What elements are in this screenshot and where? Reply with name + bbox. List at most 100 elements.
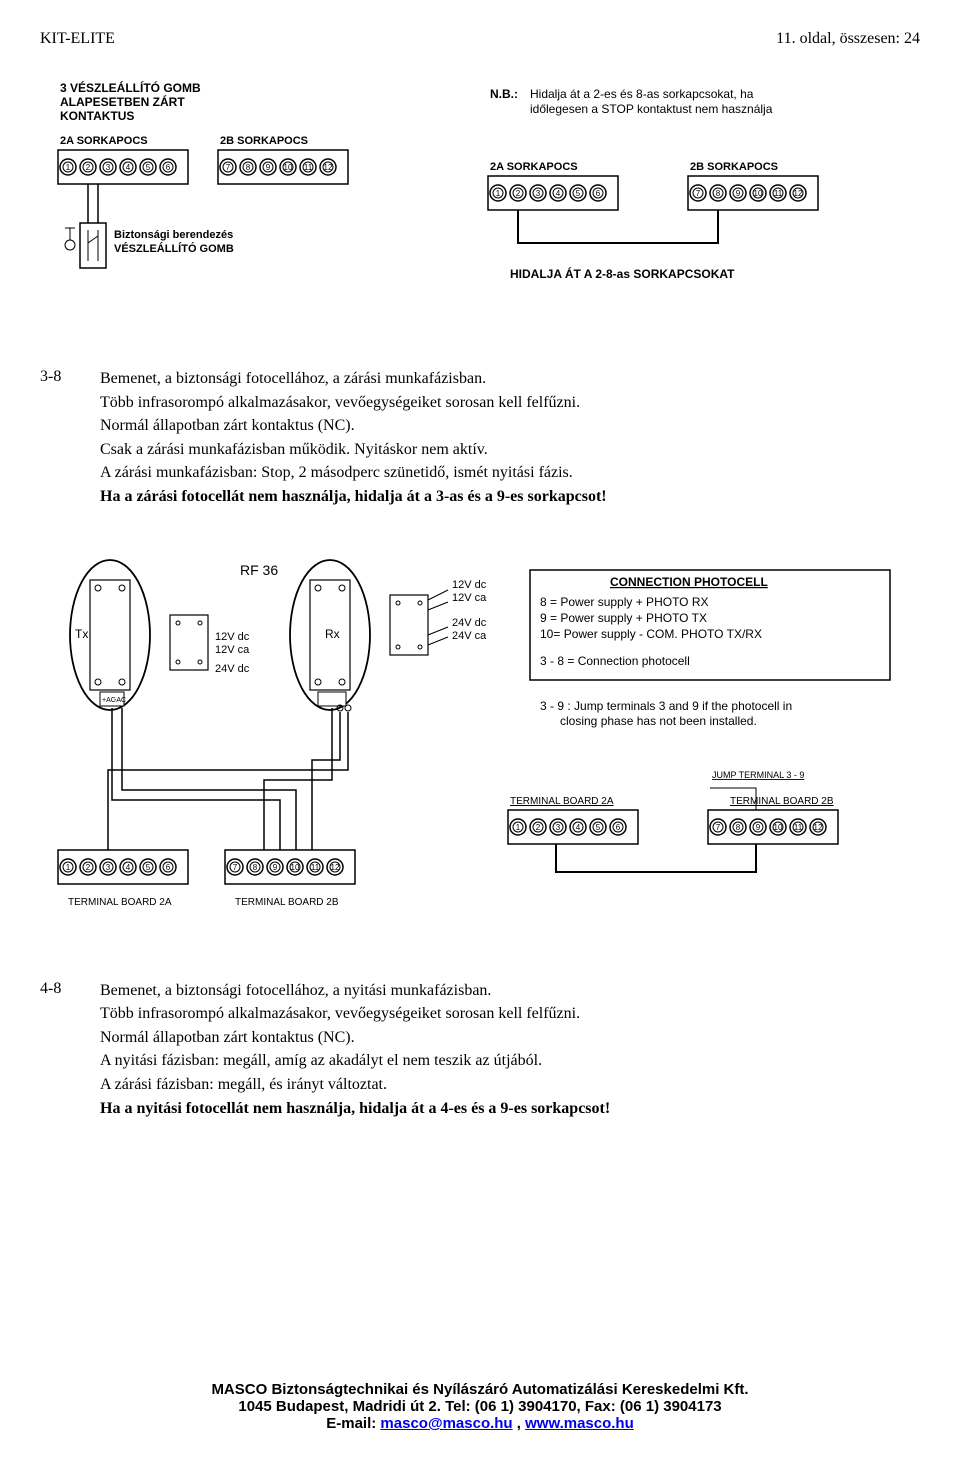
d1-rblock-2a: 1 2 3 4 5 6 bbox=[488, 176, 618, 210]
d1-nb-1: Hidalja át a 2-es és 8-as sorkapcsokat, … bbox=[530, 87, 754, 101]
svg-text:11: 11 bbox=[794, 823, 803, 832]
section-num-38: 3-8 bbox=[40, 368, 100, 510]
svg-text:7: 7 bbox=[716, 823, 721, 832]
d2-box-title: CONNECTION PHOTOCELL bbox=[610, 575, 768, 589]
svg-text:12V dc: 12V dc bbox=[215, 631, 250, 643]
svg-text:4: 4 bbox=[556, 189, 561, 198]
svg-text:5: 5 bbox=[576, 189, 581, 198]
svg-text:TERMINAL BOARD 2B: TERMINAL BOARD 2B bbox=[730, 796, 834, 807]
footer-l1: MASCO Biztonságtechnikai és Nyílászáró A… bbox=[40, 1381, 920, 1398]
svg-text:12: 12 bbox=[794, 189, 803, 198]
svg-text:1: 1 bbox=[496, 189, 501, 198]
svg-text:12: 12 bbox=[814, 823, 823, 832]
footer-web-link[interactable]: www.masco.hu bbox=[525, 1415, 634, 1432]
svg-text:1: 1 bbox=[516, 823, 521, 832]
svg-text:24V dc: 24V dc bbox=[452, 617, 487, 629]
svg-text:JUMP TERMINAL 3 - 9: JUMP TERMINAL 3 - 9 bbox=[712, 770, 804, 780]
svg-text:5: 5 bbox=[596, 823, 601, 832]
s48-p2: Több infrasorompó alkalmazásakor, vevőeg… bbox=[100, 1003, 610, 1025]
svg-text:8: 8 bbox=[736, 823, 741, 832]
svg-text:6: 6 bbox=[166, 163, 171, 172]
d1-title-2: ALAPESETBEN ZÁRT bbox=[60, 94, 185, 109]
svg-text:3 - 9 : Jump terminals 3 and 9: 3 - 9 : Jump terminals 3 and 9 if the ph… bbox=[540, 699, 792, 713]
svg-text:9: 9 bbox=[736, 189, 741, 198]
s38-p3: Normál állapotban zárt kontaktus (NC). bbox=[100, 415, 607, 437]
d2-rx: Rx bbox=[325, 627, 340, 641]
svg-text:10: 10 bbox=[291, 863, 300, 872]
svg-text:12V ca: 12V ca bbox=[452, 592, 487, 604]
s38-p2: Több infrasorompó alkalmazásakor, vevőeg… bbox=[100, 392, 607, 414]
svg-text:1: 1 bbox=[66, 863, 71, 872]
diagram-stop-contact: 3 VÉSZLEÁLLÍTÓ GOMB ALAPESETBEN ZÁRT KON… bbox=[50, 78, 910, 328]
svg-text:11: 11 bbox=[311, 863, 320, 872]
d1-nb-prefix: N.B.: bbox=[490, 87, 518, 101]
section-4-8: 4-8 Bemenet, a biztonsági fotocellához, … bbox=[40, 980, 920, 1122]
d1-title-1: 3 VÉSZLEÁLLÍTÓ GOMB bbox=[60, 80, 201, 95]
svg-text:8: 8 bbox=[716, 189, 721, 198]
diagram-photocell: Tx +AC -AC 12V dc 12V ca 24V dc RF 36 Rx… bbox=[50, 540, 910, 940]
svg-text:24V ca: 24V ca bbox=[452, 630, 487, 642]
svg-text:9: 9 bbox=[756, 823, 761, 832]
d1-r2a: 2A SORKAPOCS bbox=[490, 161, 578, 173]
svg-text:2: 2 bbox=[86, 863, 91, 872]
svg-text:11: 11 bbox=[304, 163, 313, 172]
section-num-48: 4-8 bbox=[40, 980, 100, 1122]
s38-p1: Bemenet, a biztonsági fotocellához, a zá… bbox=[100, 368, 607, 390]
svg-text:10: 10 bbox=[754, 189, 763, 198]
svg-text:TERMINAL BOARD 2B: TERMINAL BOARD 2B bbox=[235, 897, 339, 908]
svg-text:9: 9 bbox=[273, 863, 278, 872]
svg-text:10= Power supply - COM. PHO: 10= Power supply - COM. PHOTO TX/RX bbox=[540, 627, 762, 641]
svg-text:11: 11 bbox=[774, 189, 783, 198]
svg-text:closing phase has not been ins: closing phase has not been installed. bbox=[560, 714, 757, 728]
footer-email-link[interactable]: masco@masco.hu bbox=[380, 1415, 512, 1432]
header-right: 11. oldal, összesen: 24 bbox=[776, 30, 920, 48]
svg-text:5: 5 bbox=[146, 163, 151, 172]
svg-text:12: 12 bbox=[324, 163, 333, 172]
d1-device-2: VÉSZLEÁLLÍTÓ GOMB bbox=[114, 242, 234, 255]
s48-p4: A nyitási fázisban: megáll, amíg az akad… bbox=[100, 1050, 610, 1072]
d1-rblock-2b: 789101112 bbox=[688, 176, 818, 210]
svg-text:12V ca: 12V ca bbox=[215, 644, 250, 656]
page-header: KIT-ELITE 11. oldal, összesen: 24 bbox=[40, 30, 920, 48]
svg-text:6: 6 bbox=[166, 863, 171, 872]
svg-text:1: 1 bbox=[66, 163, 71, 172]
svg-text:9: 9 bbox=[266, 163, 271, 172]
svg-text:10: 10 bbox=[774, 823, 783, 832]
svg-text:8: 8 bbox=[246, 163, 251, 172]
svg-text:3: 3 bbox=[536, 189, 541, 198]
section-3-8: 3-8 Bemenet, a biztonsági fotocellához, … bbox=[40, 368, 920, 510]
svg-text:12V dc: 12V dc bbox=[452, 579, 487, 591]
svg-text:12: 12 bbox=[331, 863, 340, 872]
svg-text:3: 3 bbox=[106, 163, 111, 172]
svg-text:4: 4 bbox=[126, 863, 131, 872]
d1-r2b: 2B SORKAPOCS bbox=[690, 161, 778, 173]
d1-device-1: Biztonsági berendezés bbox=[114, 229, 233, 241]
s38-p4: Csak a zárási munkafázisban működik. Nyi… bbox=[100, 439, 607, 461]
svg-text:2: 2 bbox=[516, 189, 521, 198]
svg-text:3 - 8 = Connection photocell: 3 - 8 = Connection photocell bbox=[540, 654, 690, 668]
s38-p5: A zárási munkafázisban: Stop, 2 másodper… bbox=[100, 462, 607, 484]
svg-text:4: 4 bbox=[576, 823, 581, 832]
s48-p1: Bemenet, a biztonsági fotocellához, a ny… bbox=[100, 980, 610, 1002]
svg-text:6: 6 bbox=[616, 823, 621, 832]
header-left: KIT-ELITE bbox=[40, 30, 115, 48]
svg-text:2: 2 bbox=[86, 163, 91, 172]
footer-l2: 1045 Budapest, Madridi út 2. Tel: (06 1)… bbox=[40, 1398, 920, 1415]
svg-text:9 = Power supply + PHOTO TX: 9 = Power supply + PHOTO TX bbox=[540, 611, 707, 625]
footer-l3: E-mail: masco@masco.hu , www.masco.hu bbox=[40, 1415, 920, 1432]
svg-text:8 = Power supply + PHOTO RX: 8 = Power supply + PHOTO RX bbox=[540, 595, 709, 609]
d1-title-3: KONTAKTUS bbox=[60, 109, 134, 123]
page-footer: MASCO Biztonságtechnikai és Nyílászáró A… bbox=[40, 1381, 920, 1432]
svg-text:24V dc: 24V dc bbox=[215, 663, 250, 675]
d1-nb-2: időlegesen a STOP kontaktust nem használ… bbox=[530, 102, 773, 116]
svg-text:3: 3 bbox=[556, 823, 561, 832]
svg-text:TERMINAL BOARD 2A: TERMINAL BOARD 2A bbox=[68, 897, 172, 908]
svg-text:10: 10 bbox=[284, 163, 293, 172]
svg-text:8: 8 bbox=[253, 863, 258, 872]
svg-text:-AC: -AC bbox=[114, 697, 126, 704]
svg-text:7: 7 bbox=[233, 863, 238, 872]
d1-bottom-note: HIDALJA ÁT A 2-8-as SORKAPCSOKAT bbox=[510, 266, 735, 281]
svg-text:6: 6 bbox=[596, 189, 601, 198]
d1-2b-label: 2B SORKAPOCS bbox=[220, 135, 308, 147]
svg-text:7: 7 bbox=[226, 163, 231, 172]
